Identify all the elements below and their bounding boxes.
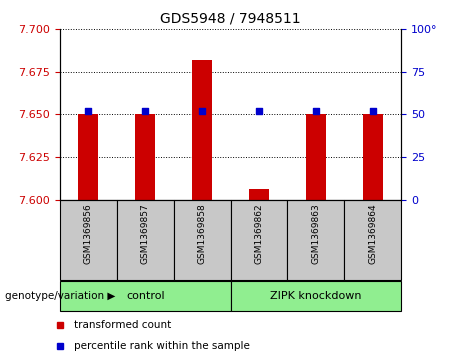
Title: GDS5948 / 7948511: GDS5948 / 7948511 bbox=[160, 11, 301, 25]
Text: GSM1369864: GSM1369864 bbox=[368, 204, 377, 264]
Bar bbox=[230, 200, 287, 280]
Bar bbox=[135, 114, 155, 200]
Point bbox=[85, 108, 92, 114]
Point bbox=[142, 108, 149, 114]
Bar bbox=[78, 114, 98, 200]
Bar bbox=[60, 200, 117, 280]
Bar bbox=[230, 281, 401, 310]
Bar bbox=[192, 60, 212, 200]
Text: transformed count: transformed count bbox=[74, 321, 171, 330]
Bar bbox=[60, 281, 230, 310]
Text: GSM1369863: GSM1369863 bbox=[311, 204, 320, 264]
Bar bbox=[363, 114, 383, 200]
Text: percentile rank within the sample: percentile rank within the sample bbox=[74, 341, 250, 351]
Point bbox=[369, 108, 376, 114]
Bar bbox=[174, 200, 230, 280]
Text: control: control bbox=[126, 291, 165, 301]
Bar bbox=[306, 114, 326, 200]
Text: GSM1369856: GSM1369856 bbox=[84, 204, 93, 264]
Text: genotype/variation ▶: genotype/variation ▶ bbox=[5, 291, 115, 301]
Point bbox=[198, 108, 206, 114]
Text: GSM1369857: GSM1369857 bbox=[141, 204, 150, 264]
Point bbox=[255, 108, 263, 114]
Text: ZIPK knockdown: ZIPK knockdown bbox=[270, 291, 361, 301]
Bar bbox=[117, 200, 174, 280]
Text: GSM1369858: GSM1369858 bbox=[198, 204, 207, 264]
Bar bbox=[249, 189, 269, 200]
Text: GSM1369862: GSM1369862 bbox=[254, 204, 263, 264]
Bar bbox=[287, 200, 344, 280]
Bar bbox=[344, 200, 401, 280]
Point bbox=[312, 108, 319, 114]
